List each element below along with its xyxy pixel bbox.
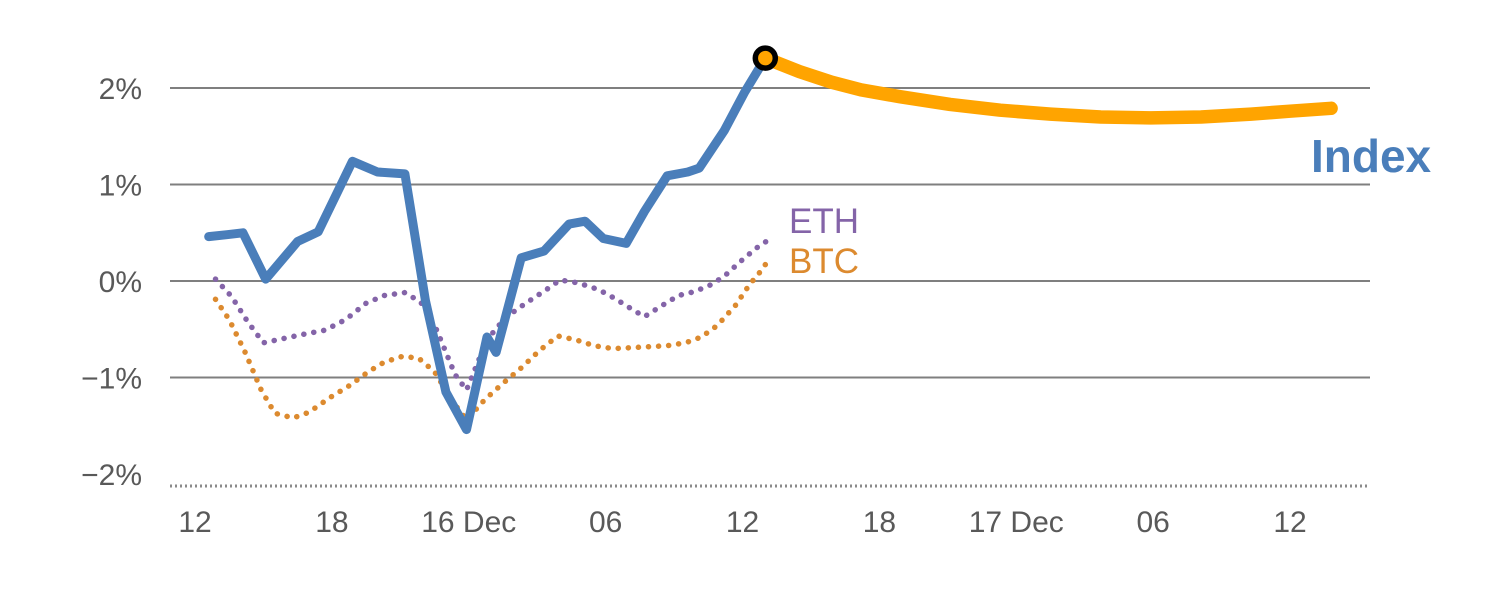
y-tick-label: −2%	[81, 459, 142, 492]
series-eth	[212, 237, 771, 393]
legend-label-eth: ETH	[789, 202, 859, 241]
series-index-projection	[758, 51, 1338, 125]
y-tick-label: −1%	[81, 363, 142, 396]
x-tick-label: 12	[1273, 506, 1306, 539]
series-index	[204, 53, 770, 435]
x-tick-label: 18	[863, 506, 896, 539]
x-tick-label: 12	[726, 506, 759, 539]
x-tick-label: 06	[1136, 506, 1169, 539]
x-tick-label: 18	[315, 506, 348, 539]
y-tick-label: 1%	[99, 170, 142, 203]
x-tick-label: 16 Dec	[421, 506, 516, 539]
x-tick-label: 17 Dec	[969, 506, 1064, 539]
y-tick-label: 2%	[99, 73, 142, 106]
legend-label-index: Index	[1311, 130, 1432, 182]
x-tick-label: 12	[178, 506, 211, 539]
legend-label-btc: BTC	[789, 242, 859, 281]
y-tick-label: 0%	[99, 266, 142, 299]
x-tick-label: 06	[589, 506, 622, 539]
projection-start-marker	[752, 45, 779, 71]
